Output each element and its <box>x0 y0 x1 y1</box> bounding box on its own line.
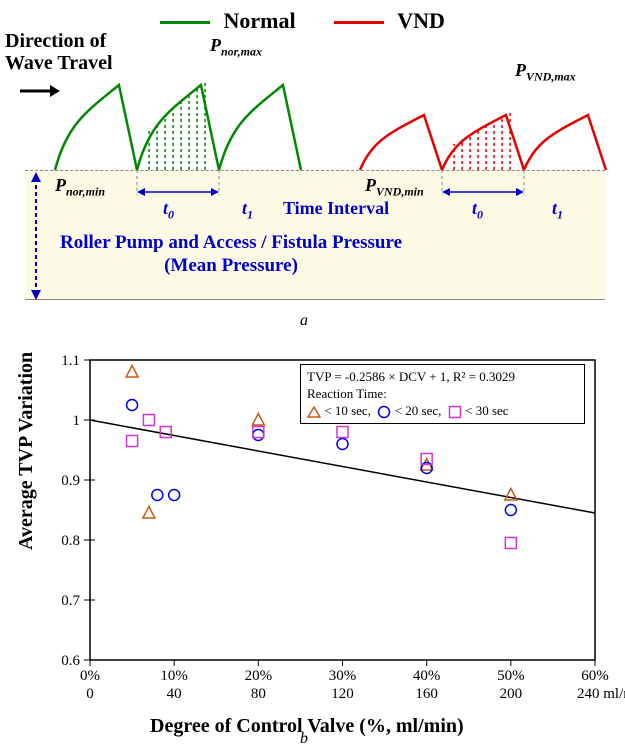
legend-swatch-vnd <box>334 21 384 24</box>
t1-vnd-label: t1 <box>552 198 563 223</box>
svg-text:160: 160 <box>415 686 438 702</box>
svg-text:120: 120 <box>331 686 354 702</box>
svg-text:0.9: 0.9 <box>61 473 80 489</box>
p-vnd-min-label: PVND,min <box>365 175 424 200</box>
t0-vnd-label: t0 <box>472 198 483 223</box>
legend-box: TVP = -0.2586 × DCV + 1, R² = 0.3029 Rea… <box>300 364 585 424</box>
mean-pressure-label: Roller Pump and Access / Fistula Pressur… <box>60 232 402 278</box>
svg-text:30%: 30% <box>329 668 357 684</box>
svg-text:40%: 40% <box>413 668 441 684</box>
p-nor-min-label: Pnor,min <box>55 175 105 200</box>
svg-text:10%: 10% <box>160 668 188 684</box>
svg-text:1: 1 <box>73 413 81 429</box>
svg-text:0: 0 <box>86 686 94 702</box>
svg-text:0.7: 0.7 <box>61 593 80 609</box>
svg-text:1.1: 1.1 <box>61 353 80 369</box>
t1-normal-label: t1 <box>242 198 253 223</box>
panel-b-label: b <box>300 730 308 748</box>
p-vnd-max-label: PVND,max <box>515 60 576 85</box>
legend-markers-row: < 10 sec, < 20 sec, < 30 sec <box>307 403 578 420</box>
y-axis-label: Average TVP Variation <box>15 352 38 550</box>
svg-text:60%: 60% <box>581 668 609 684</box>
mean-pressure-line1: Roller Pump and Access / Fistula Pressur… <box>60 232 402 253</box>
panel-a-label: a <box>300 312 308 330</box>
panel-b-container: 0.6 0.7 0.8 0.9 1 1.1 0% 10% 20% 30% 40% 50% 60% 0 40 8… <box>0 340 625 750</box>
time-interval-label: Time Interval <box>283 198 389 219</box>
t0-normal-label: t0 <box>163 198 174 223</box>
panel-a-container: Normal VND Direction ofWave Travel Pnor,… <box>0 0 625 330</box>
svg-text:80: 80 <box>251 686 266 702</box>
svg-text:40: 40 <box>167 686 182 702</box>
svg-text:50%: 50% <box>497 668 525 684</box>
svg-text:0.8: 0.8 <box>61 533 80 549</box>
pressure-arrow-icon <box>28 172 44 300</box>
regression-text: TVP = -0.2586 × DCV + 1, R² = 0.3029 <box>307 369 578 386</box>
p-nor-max-label: Pnor,max <box>210 35 262 60</box>
svg-text:0%: 0% <box>80 668 100 684</box>
reaction-time-label: Reaction Time: <box>307 386 578 403</box>
svg-text:240 ml/min: 240 ml/min <box>577 686 625 702</box>
mean-pressure-line2: (Mean Pressure) <box>164 255 298 276</box>
svg-text:200: 200 <box>500 686 523 702</box>
svg-text:20%: 20% <box>245 668 273 684</box>
legend-swatch-normal <box>160 21 210 24</box>
svg-text:0.6: 0.6 <box>61 653 80 669</box>
